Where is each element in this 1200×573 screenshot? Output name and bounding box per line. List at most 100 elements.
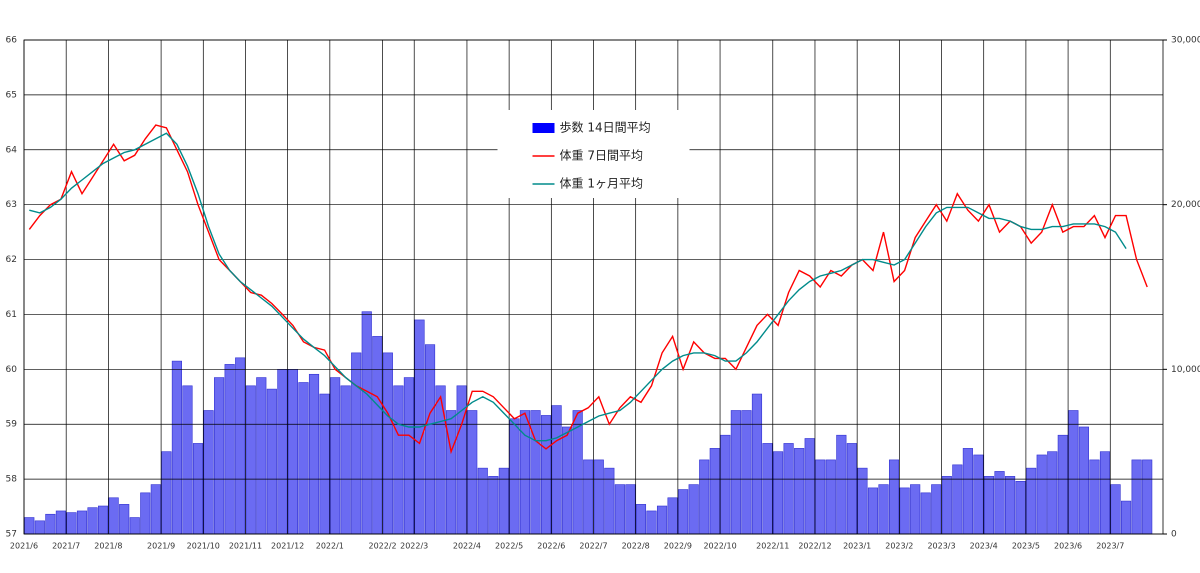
bar xyxy=(1131,459,1142,535)
bar xyxy=(1057,434,1068,535)
line xyxy=(29,132,1127,442)
bar xyxy=(867,487,879,535)
x-tick-label: 2022/2 xyxy=(368,542,396,551)
y-tick-label: 66 xyxy=(6,36,18,46)
x-tick-label: 2021/8 xyxy=(94,542,122,551)
bar xyxy=(1047,451,1058,535)
bar xyxy=(962,448,973,535)
bar xyxy=(836,434,847,535)
y2-tick-label: 20,000 xyxy=(1171,200,1200,210)
bar xyxy=(646,510,657,535)
bar xyxy=(1099,451,1111,535)
bar xyxy=(351,352,362,535)
bar xyxy=(762,443,773,535)
legend-box xyxy=(497,110,690,198)
x-tick-label: 2023/1 xyxy=(843,542,871,551)
bar xyxy=(678,489,689,535)
bar xyxy=(1015,481,1026,535)
x-tick-label: 2023/7 xyxy=(1096,542,1124,551)
bar xyxy=(192,443,204,535)
bar xyxy=(330,377,341,535)
bar xyxy=(846,443,857,535)
bar xyxy=(66,512,77,535)
bar xyxy=(488,476,499,535)
bar xyxy=(245,385,256,535)
x-tick-label: 2022/3 xyxy=(400,542,428,551)
y-tick-label: 64 xyxy=(6,145,18,155)
bar xyxy=(973,454,984,535)
x-tick-label: 2023/3 xyxy=(927,542,955,551)
bar xyxy=(878,484,889,535)
bar xyxy=(287,369,299,535)
bar xyxy=(308,373,320,535)
legend-label: 体重 7日間平均 xyxy=(560,149,643,163)
bar xyxy=(815,459,826,535)
bar xyxy=(382,352,393,535)
bar xyxy=(783,443,794,535)
bar xyxy=(720,434,731,535)
y-tick-label: 60 xyxy=(6,365,18,375)
bar xyxy=(171,360,182,535)
bar xyxy=(224,364,235,535)
bar xyxy=(1121,500,1132,535)
bar xyxy=(741,410,752,535)
bar xyxy=(203,410,214,535)
y-tick-label: 59 xyxy=(6,420,18,430)
x-tick-label: 2021/10 xyxy=(187,542,220,551)
x-tick-label: 2022/11 xyxy=(756,542,789,551)
bar xyxy=(393,385,404,535)
bar xyxy=(266,388,277,535)
y-tick-label: 65 xyxy=(6,90,17,100)
bar xyxy=(87,507,98,535)
bar xyxy=(1142,459,1153,535)
bar xyxy=(931,484,942,535)
bar xyxy=(825,459,836,535)
x-tick-label: 2022/6 xyxy=(537,542,565,551)
plot-frame xyxy=(23,39,1164,535)
x-tick-label: 2022/7 xyxy=(579,542,607,551)
y-tick-label: 62 xyxy=(6,255,17,265)
bar xyxy=(340,385,351,535)
bar xyxy=(424,344,436,535)
bar xyxy=(182,385,193,535)
legend-swatch xyxy=(532,123,555,133)
line xyxy=(28,124,1148,455)
legend-label: 歩数 14日間平均 xyxy=(560,120,651,135)
bar xyxy=(857,467,868,535)
bar xyxy=(403,377,415,535)
bar xyxy=(593,459,604,535)
bar xyxy=(372,336,383,535)
bar xyxy=(983,476,995,535)
bar xyxy=(625,484,636,535)
bar xyxy=(1068,410,1079,535)
bar xyxy=(435,385,446,535)
bar xyxy=(730,410,741,535)
bar xyxy=(667,497,678,535)
x-tick-label: 2022/12 xyxy=(798,542,831,551)
bar xyxy=(540,415,552,535)
bar xyxy=(319,393,330,535)
bar xyxy=(530,410,541,535)
bar xyxy=(772,451,784,535)
bar xyxy=(635,504,647,535)
bar xyxy=(751,393,763,535)
bar xyxy=(519,410,531,535)
bar xyxy=(952,464,963,535)
bar xyxy=(656,505,668,535)
bar xyxy=(1078,426,1089,535)
bar xyxy=(1005,476,1016,535)
bar xyxy=(161,451,172,535)
bar xyxy=(794,448,805,535)
bar xyxy=(446,410,457,535)
legend-label: 体重 1ヶ月平均 xyxy=(560,177,643,191)
bar xyxy=(76,510,88,535)
bar xyxy=(1026,467,1037,535)
bar xyxy=(614,484,625,535)
y-tick-label: 57 xyxy=(6,530,17,540)
bar xyxy=(1110,484,1121,535)
y2-tick-label: 10,000 xyxy=(1171,365,1200,375)
bar xyxy=(150,484,161,535)
x-tick-label: 2021/9 xyxy=(147,542,175,551)
x-tick-label: 2021/12 xyxy=(271,542,304,551)
